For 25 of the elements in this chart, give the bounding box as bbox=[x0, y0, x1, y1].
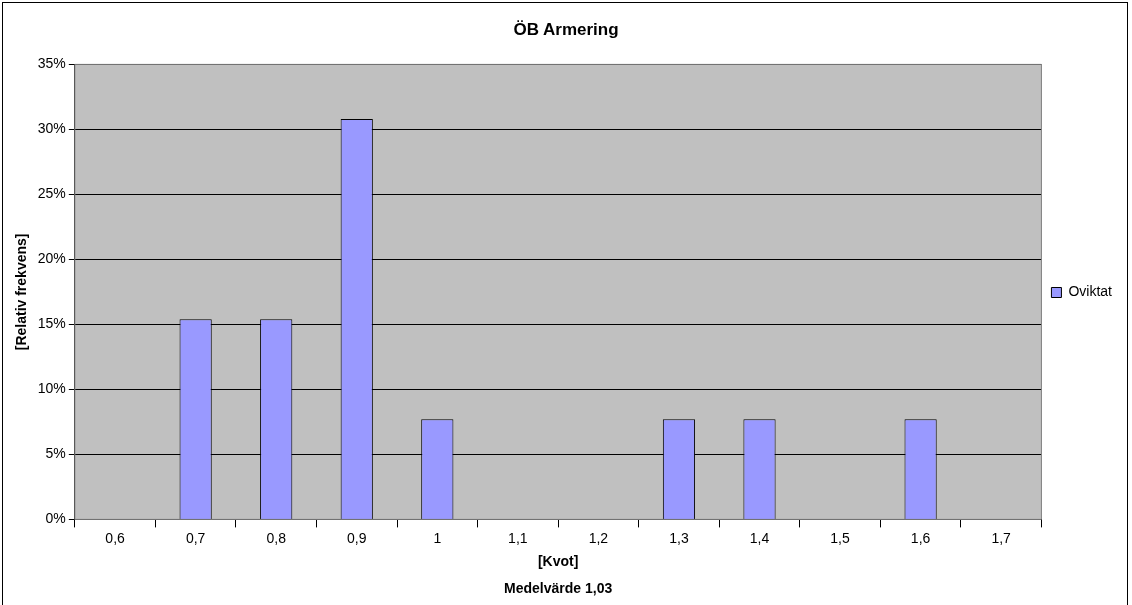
y-tick-label: 20% bbox=[37, 250, 66, 267]
y-tick-label: 30% bbox=[37, 120, 66, 137]
y-tick-label: 25% bbox=[37, 185, 66, 202]
x-tick-label: 1,5 bbox=[830, 529, 850, 546]
x-axis-title: [Kvot] bbox=[537, 553, 579, 570]
y-tick-label: 0% bbox=[45, 510, 66, 527]
x-tick-label: 0,9 bbox=[347, 529, 367, 546]
chart-title: ÖB Armering bbox=[513, 19, 619, 39]
text: Medelvärde 1,03 bbox=[504, 580, 613, 596]
x-tick-label: 0,6 bbox=[105, 529, 126, 546]
y-tick-label: 10% bbox=[37, 380, 66, 397]
y-tick-label: 5% bbox=[45, 445, 66, 462]
y-tick-label: 15% bbox=[37, 315, 66, 332]
legend-label: Oviktat bbox=[1068, 283, 1113, 300]
x-tick-label: 1 bbox=[433, 529, 442, 546]
y-tick-label: 35% bbox=[37, 55, 66, 72]
y-axis-title: [Relativ frekvens] bbox=[13, 233, 30, 351]
x-tick-label: 1,6 bbox=[910, 529, 931, 546]
x-tick-label: 1,4 bbox=[749, 529, 770, 546]
x-tick-label: 1,7 bbox=[991, 529, 1012, 546]
x-tick-label: 0,8 bbox=[266, 529, 287, 546]
x-tick-label: 1,1 bbox=[508, 529, 528, 546]
x-tick-label: 1,3 bbox=[669, 529, 689, 546]
x-tick-label: 0,7 bbox=[185, 529, 206, 546]
x-tick-label: 1,2 bbox=[588, 529, 609, 546]
